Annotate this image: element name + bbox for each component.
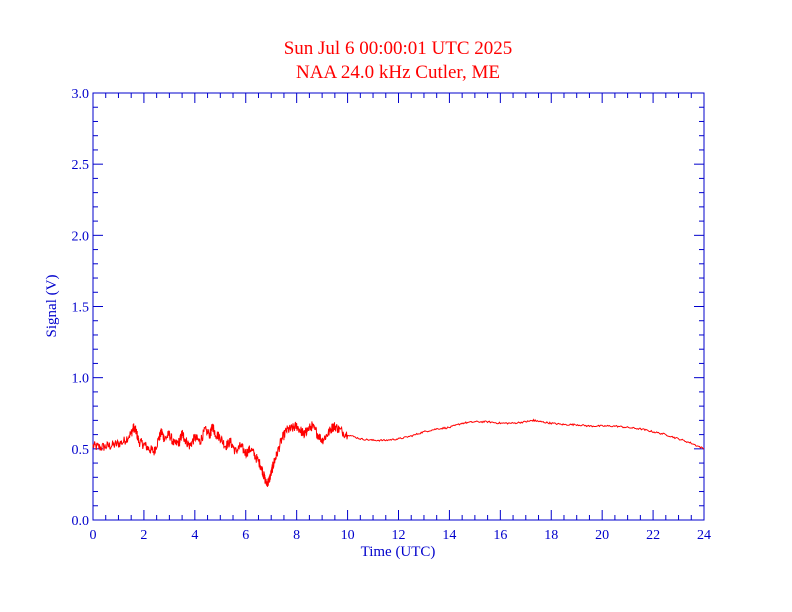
y-tick-labels: 0.0 0.5 1.0 1.5 2.0 2.5 3.0 [72, 87, 90, 529]
x-tick-label: 14 [442, 528, 456, 543]
x-tick-label: 4 [191, 528, 198, 543]
series-layer [92, 418, 705, 488]
series-line [92, 418, 705, 488]
y-tick-label: 3.0 [72, 87, 90, 102]
x-tick-label: 8 [293, 528, 300, 543]
chart-title: Sun Jul 6 00:00:01 UTC 2025 [284, 38, 513, 59]
y-tick-label: 1.0 [72, 372, 90, 387]
x-tick-label: 18 [544, 528, 558, 543]
x-tick-label: 12 [392, 528, 406, 543]
x-tick-label: 6 [242, 528, 249, 543]
axis-ticks [92, 92, 705, 521]
chart-subtitle: NAA 24.0 kHz Cutler, ME [296, 62, 500, 83]
y-tick-label: 2.5 [72, 158, 90, 173]
x-tick-label: 0 [90, 528, 97, 543]
y-tick-label: 0.5 [72, 443, 90, 458]
x-tick-label: 16 [493, 528, 507, 543]
y-tick-label: 2.0 [72, 229, 90, 244]
x-tick-labels: 0 2 4 6 8 10 12 14 16 18 20 22 24 [90, 528, 712, 543]
y-tick-label: 0.0 [72, 514, 90, 529]
y-axis-label: Signal (V) [44, 275, 60, 338]
x-axis-label: Time (UTC) [361, 544, 436, 560]
x-tick-label: 10 [341, 528, 355, 543]
x-tick-label: 22 [646, 528, 660, 543]
x-tick-label: 24 [697, 528, 711, 543]
y-tick-label: 1.5 [72, 301, 90, 316]
x-tick-label: 20 [595, 528, 609, 543]
plot-frame [92, 92, 705, 521]
x-tick-label: 2 [140, 528, 147, 543]
